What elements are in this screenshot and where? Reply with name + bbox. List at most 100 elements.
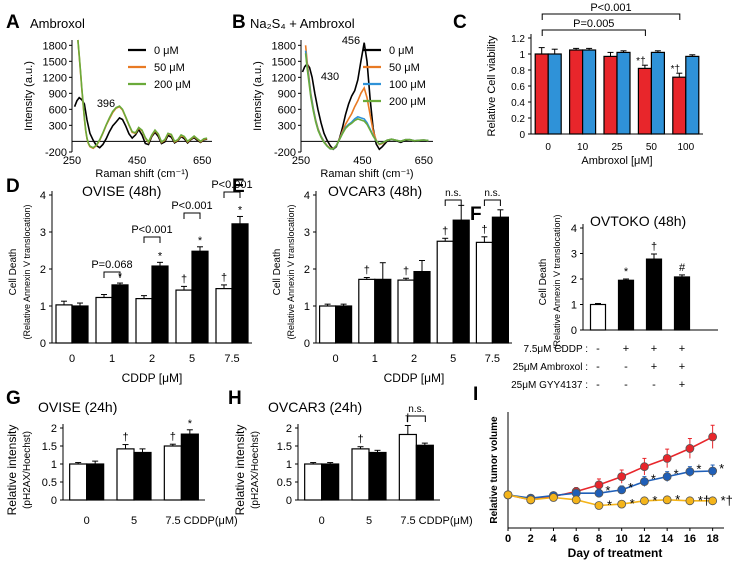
panel-E-bar xyxy=(397,279,415,344)
panel-D-x-tick-label: 1 xyxy=(109,353,115,365)
panel-I-data-point xyxy=(526,495,536,505)
panel-I-data-point xyxy=(594,501,604,510)
panel-I-significance-mark: * xyxy=(607,497,612,512)
panel-C-bar xyxy=(534,53,549,135)
panel-C-y-label: Relative Cell viability xyxy=(486,35,498,136)
panel-letter-F: F xyxy=(470,204,482,225)
panel-C-bar xyxy=(637,67,653,135)
panel-A-y-label: Intensity (a.u.) xyxy=(23,61,35,131)
panel-G-x-tick-label: 7.5 CDDP(μM) xyxy=(165,515,237,527)
panel-I-x-tick-label: 10 xyxy=(616,533,628,545)
panel-D-bar xyxy=(191,250,209,344)
panel-G-bar xyxy=(133,451,152,501)
panel-D-bar xyxy=(111,284,129,344)
panel-H-y-tick-label: 1.5 xyxy=(277,441,292,453)
panel-B-x-tick-label: 450 xyxy=(353,155,371,167)
panel-C-y-tick-label: 0.4 xyxy=(511,98,525,109)
panel-I-data-point xyxy=(685,467,695,477)
panel-C-y-tick-label: 0.2 xyxy=(511,114,525,125)
panel-A-series-line xyxy=(77,39,208,149)
panel-A-series-line xyxy=(73,96,208,149)
panel-C-y-tick-label: 1.2 xyxy=(511,34,525,45)
panel-D-bracket-label: P=0.068 xyxy=(91,259,132,271)
panel-I-data-point xyxy=(594,488,604,498)
panel-D-bracket-label: P<0.001 xyxy=(131,224,172,236)
panel-H-bar xyxy=(368,451,387,501)
panel-G-significance-mark: * xyxy=(188,418,193,430)
panel-D-bracket xyxy=(183,212,201,219)
panel-G-significance-mark: † xyxy=(122,432,128,444)
panel-D-significance-mark: * xyxy=(158,250,163,262)
panel-B-series-line xyxy=(304,53,429,150)
panel-I-significance-mark: * xyxy=(652,493,657,508)
panel-B-x-tick-label: 250 xyxy=(292,155,310,167)
panel-C-y-tick-label: 0.6 xyxy=(511,82,525,93)
panel-letter-B: B xyxy=(232,12,246,33)
panel-B-legend-label: 200 μM xyxy=(389,96,426,108)
panel-F-condition-sign: + xyxy=(679,361,685,373)
panel-H-y-tick-label: 0.5 xyxy=(277,477,292,489)
panel-B-y-tick-label: 900 xyxy=(278,88,296,100)
panel-E-significance-mark: † xyxy=(481,224,487,236)
panel-E-x-label: CDDP [μM] xyxy=(384,371,445,385)
panel-E-x-tick-label: 0 xyxy=(333,353,339,365)
panel-H-title: OVCAR3 (24h) xyxy=(268,399,362,415)
panel-I-x-label: Day of treatment xyxy=(568,546,663,560)
panel-I-significance-mark: * xyxy=(628,480,633,495)
panel-B-y-tick-label: 1800 xyxy=(272,40,296,52)
panel-C-x-tick-label: 50 xyxy=(646,142,658,153)
panel-E-y-label-2: (Relative Annexin V translocation) xyxy=(286,204,296,339)
panel-F-bar xyxy=(589,303,607,331)
panel-H-y-tick-label: 1 xyxy=(286,459,292,471)
panel-F-significance-mark: * xyxy=(624,266,629,278)
panel-C-x-tick-label: 0 xyxy=(545,142,551,153)
panel-F-bar xyxy=(645,258,663,331)
panel-G-x-tick-label: 5 xyxy=(131,515,137,527)
panel-I-significance-mark: * xyxy=(696,462,701,477)
panel-I-data-point xyxy=(640,462,649,472)
panel-I-data-point xyxy=(685,496,695,506)
panel-I-data-point xyxy=(662,453,672,463)
panel-G-y-label-2: (pH2AX/Hoechst) xyxy=(22,431,33,509)
panel-H-y-tick-label: 2 xyxy=(286,423,292,435)
panel-F-condition-sign: - xyxy=(624,379,628,391)
panel-G-y-tick-label: 1 xyxy=(51,459,57,471)
panel-I-data-point xyxy=(662,472,672,482)
panel-E-significance-mark: † xyxy=(442,225,448,237)
panel-A-y-tick-label: -200 xyxy=(45,147,67,159)
panel-D-y-tick-label: 4 xyxy=(40,190,46,202)
panel-F-title: OVTOKO (48h) xyxy=(590,213,686,229)
panel-I-x-tick-label: 0 xyxy=(505,533,511,545)
panel-A-y-tick-label: 1800 xyxy=(43,40,67,52)
panel-H-y-label-2: (pH2AX/Hoechst) xyxy=(250,431,261,509)
panel-I-significance-mark: * xyxy=(674,467,679,482)
panel-F-condition-sign: - xyxy=(652,379,656,391)
panel-F-condition-sign: - xyxy=(596,343,600,355)
panel-I-data-point xyxy=(503,490,513,500)
panel-D-significance-mark: * xyxy=(238,204,243,216)
panel-A-y-tick-label: 1500 xyxy=(43,56,67,68)
panel-I-x-tick-label: 8 xyxy=(596,533,602,545)
panel-I-x-tick-label: 4 xyxy=(550,533,557,545)
panel-I-data-point xyxy=(549,493,558,502)
panel-F-significance-mark: # xyxy=(679,262,686,274)
panel-G-bar xyxy=(86,463,105,501)
panel-D-x-tick-label: 2 xyxy=(149,353,155,365)
panel-I-significance-mark: * xyxy=(630,496,635,511)
panel-B-series-line xyxy=(301,42,429,151)
panel-C-x-tick-label: 100 xyxy=(677,142,694,153)
panel-D-y-tick-label: 3 xyxy=(40,227,46,239)
panel-C-bracket xyxy=(541,13,681,20)
panel-E-x-tick-label: 7.5 xyxy=(485,353,500,365)
panel-D-y-tick-label: 2 xyxy=(40,264,46,276)
panel-E-bracket-label: n.s. xyxy=(484,188,500,199)
panel-H-x-tick-label: 7.5 CDDP(μM) xyxy=(400,515,472,527)
panel-B-title: Na₂S₄ + Ambroxol xyxy=(250,16,355,31)
panel-H-bar xyxy=(398,433,417,501)
panel-I-significance-mark: * xyxy=(651,472,656,487)
panel-E-bar xyxy=(358,278,376,344)
panel-I-x-tick-label: 12 xyxy=(638,533,650,545)
panel-B-x-label: Raman shift (cm⁻¹) xyxy=(320,168,413,180)
panel-E-bracket xyxy=(483,199,501,206)
